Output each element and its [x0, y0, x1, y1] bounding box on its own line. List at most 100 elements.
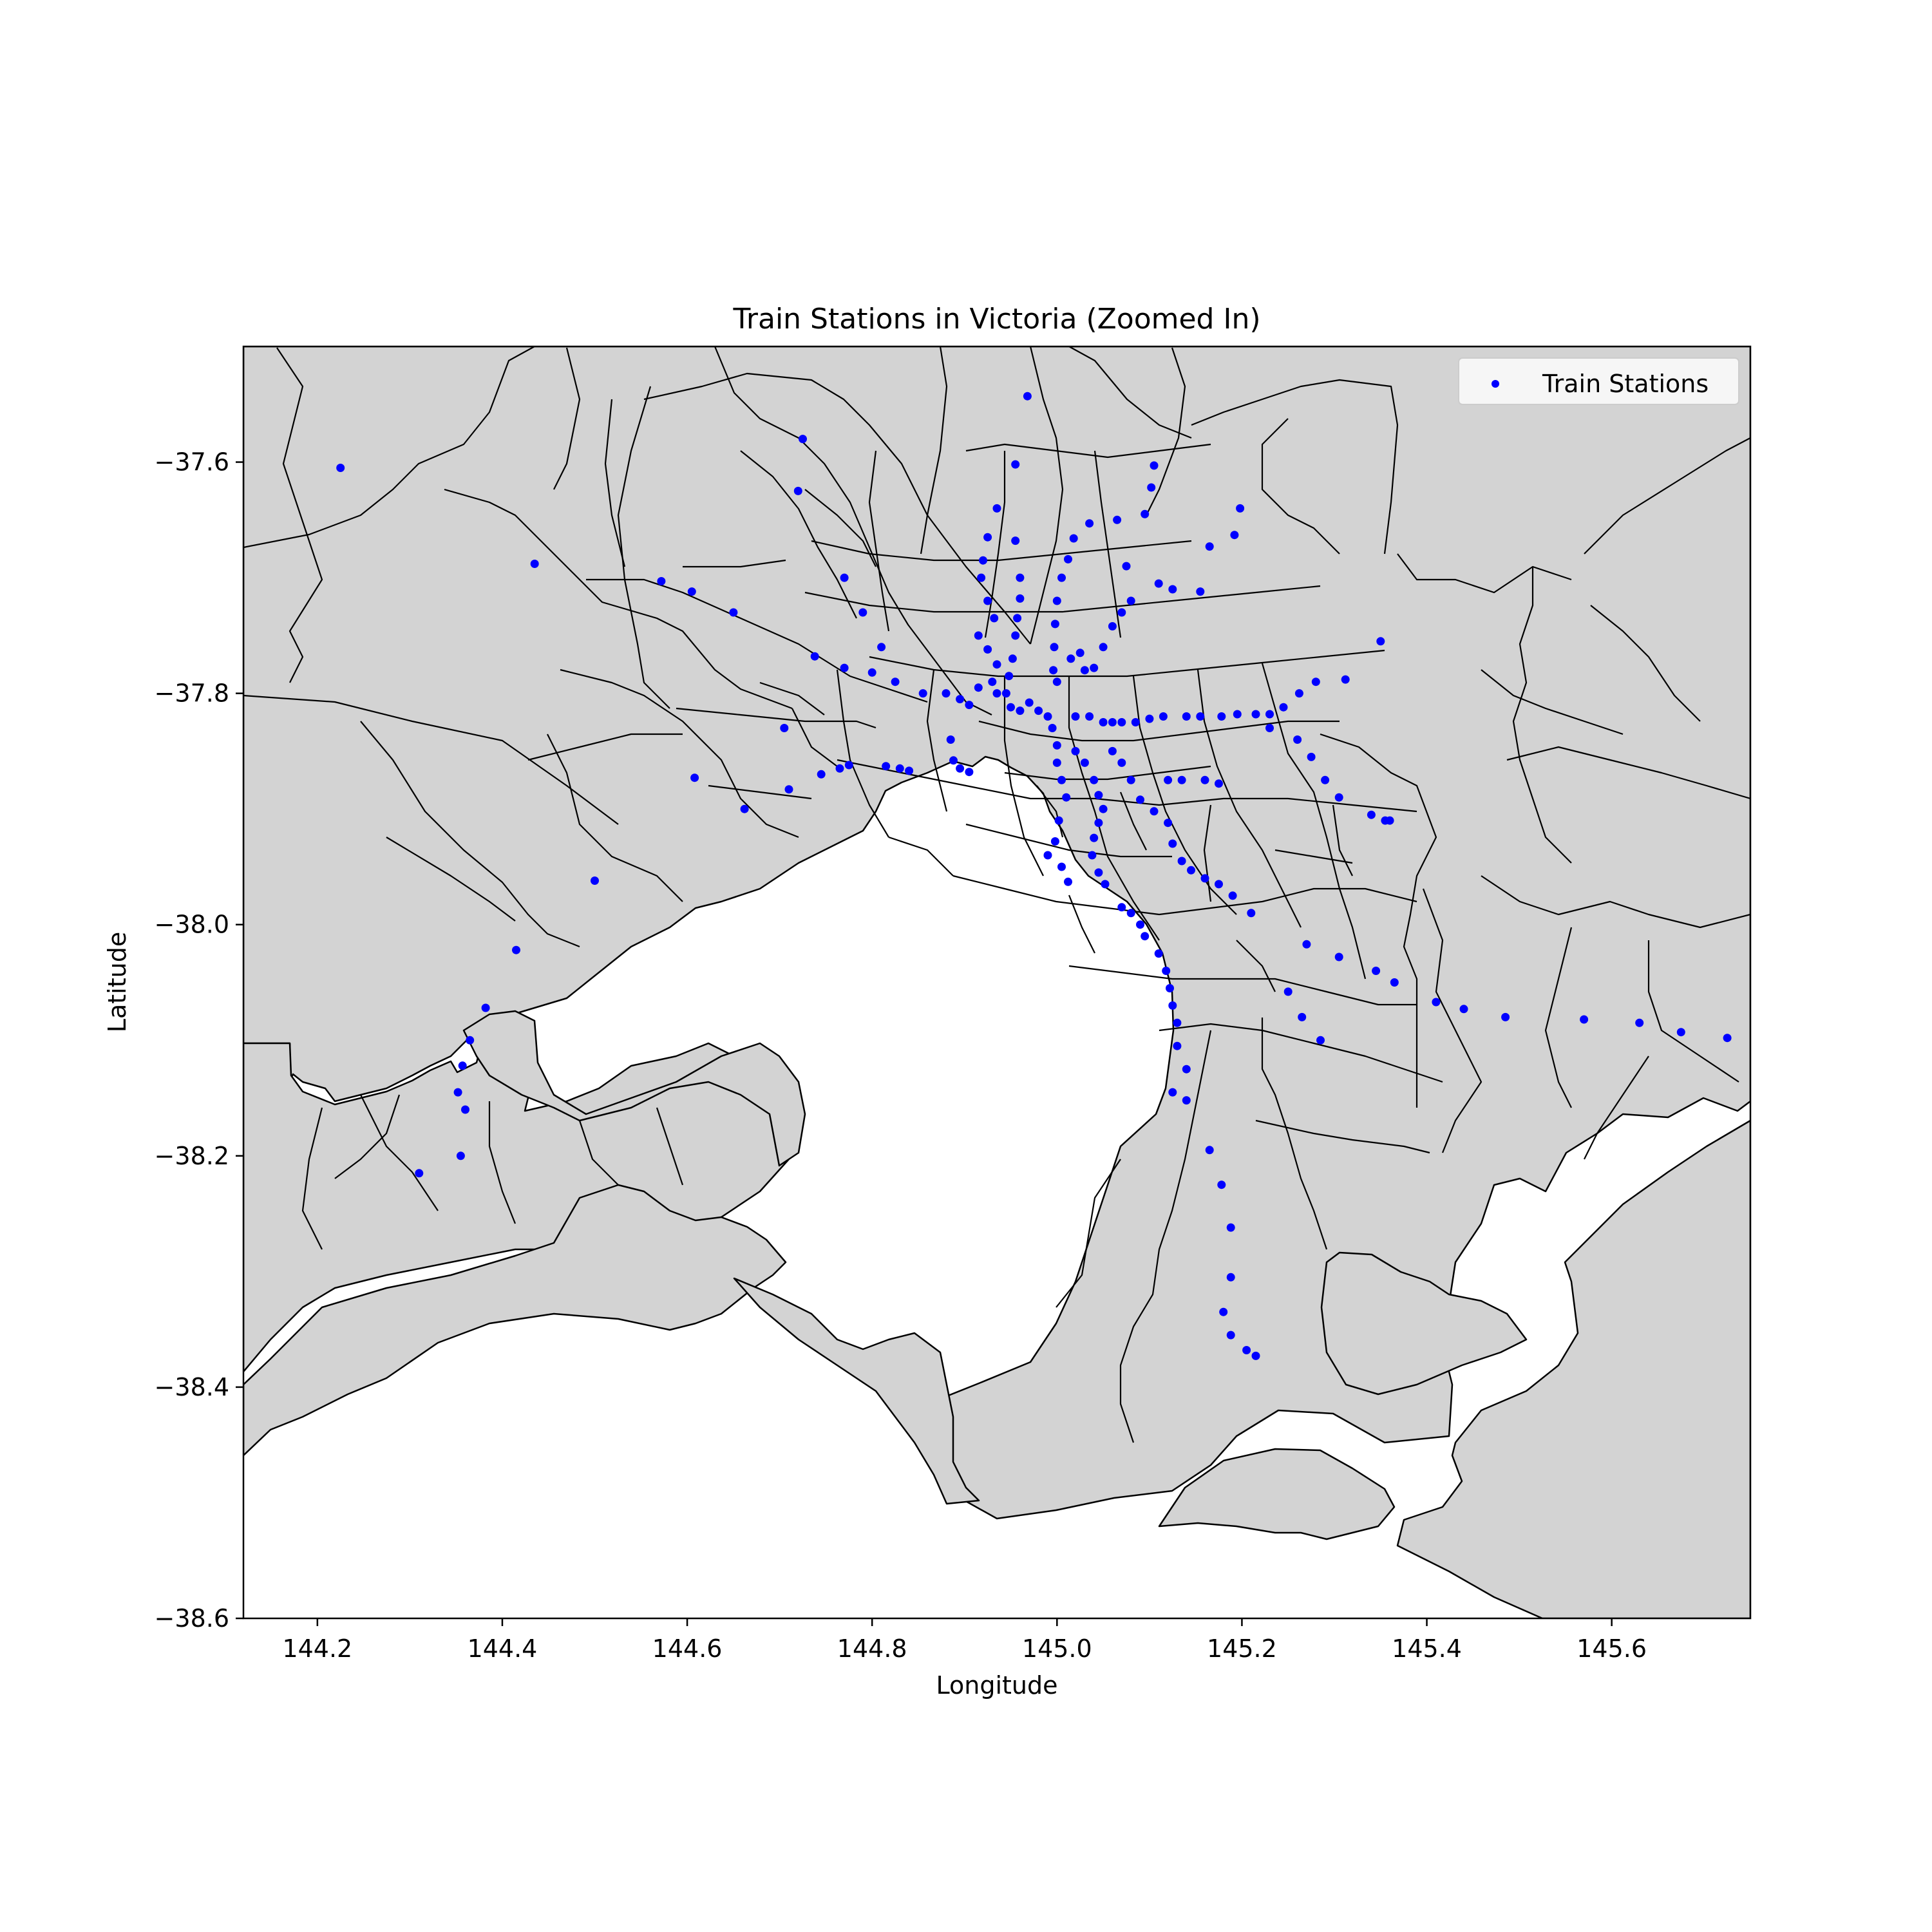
train-station-point [1390, 978, 1399, 987]
train-station-point [1057, 862, 1066, 871]
train-station-point [1164, 819, 1173, 828]
train-station-point [983, 645, 992, 654]
train-station-point [1052, 741, 1061, 750]
train-station-point [1215, 779, 1223, 788]
y-tick-label: −37.6 [155, 448, 229, 477]
train-station-point [1159, 712, 1168, 721]
train-station-point [1136, 795, 1144, 804]
train-station-point [1432, 998, 1441, 1007]
train-station-point [1205, 542, 1214, 551]
train-station-point [1217, 1180, 1226, 1189]
train-station-point [1043, 712, 1052, 721]
train-station-point [1154, 949, 1163, 958]
train-station-point [1069, 534, 1078, 543]
train-station-point [1117, 903, 1126, 912]
train-station-point [1279, 703, 1288, 712]
y-tick-label: −38.4 [155, 1373, 229, 1401]
train-station-point [784, 785, 793, 794]
train-station-point [1057, 573, 1066, 582]
train-station-point [1230, 531, 1239, 540]
train-station-point [657, 577, 666, 585]
train-station-point [1090, 663, 1099, 672]
y-axis-ticks: −37.6 −37.8 −38.0 −38.2 −38.4 −38.6 [155, 448, 243, 1633]
train-station-point [1054, 816, 1063, 825]
train-station-point [965, 701, 974, 710]
train-station-point [895, 764, 904, 773]
train-station-point [1219, 1307, 1228, 1316]
train-station-point [1723, 1034, 1732, 1043]
train-station-point [799, 435, 807, 444]
train-station-point [990, 614, 999, 623]
train-station-point [905, 766, 914, 775]
train-station-point [858, 608, 867, 617]
train-station-point [974, 631, 983, 640]
train-station-point [1064, 877, 1072, 886]
train-station-point [1154, 579, 1163, 588]
train-station-point [461, 1105, 469, 1114]
train-station-point [1196, 587, 1205, 596]
train-station-point [1283, 987, 1293, 996]
train-station-point [1182, 1096, 1191, 1105]
train-station-point [687, 587, 696, 596]
train-station-point [1126, 775, 1135, 784]
train-station-point [949, 756, 958, 765]
train-station-point [415, 1169, 424, 1178]
train-station-point [1376, 637, 1385, 646]
train-station-point [1025, 698, 1034, 707]
train-station-point [1311, 677, 1320, 687]
train-station-point [1226, 1223, 1235, 1232]
axes-frame [242, 345, 1752, 1620]
train-station-point [1043, 851, 1052, 860]
y-tick-label: −38.2 [155, 1142, 229, 1170]
train-station-point [1090, 833, 1099, 842]
train-station-point [817, 770, 826, 779]
x-tick-label: 144.4 [468, 1634, 538, 1663]
train-station-point [481, 1003, 490, 1012]
train-station-point [1052, 596, 1061, 605]
train-station-point [1094, 791, 1103, 800]
legend: Train Stations [1458, 357, 1739, 405]
train-station-point [882, 762, 891, 771]
train-station-point [1088, 851, 1097, 860]
train-station-point [1052, 758, 1061, 767]
land-area [462, 1010, 806, 1167]
train-station-point [840, 573, 849, 582]
train-station-point [1090, 775, 1099, 784]
train-station-point [1008, 654, 1017, 663]
train-station-point [877, 643, 886, 652]
train-station-point [1236, 504, 1245, 513]
train-station-point [918, 689, 927, 698]
train-station-point [458, 1061, 467, 1070]
train-station-point [1168, 585, 1177, 594]
train-station-point [956, 764, 965, 773]
train-station-point [530, 560, 539, 568]
y-axis-label: Latitude [103, 932, 131, 1032]
train-station-point [1117, 718, 1126, 726]
train-station-point [1099, 718, 1108, 726]
train-station-point [1177, 775, 1186, 784]
train-station-point [1334, 793, 1343, 802]
train-station-point [1307, 752, 1316, 761]
train-station-point [1294, 689, 1303, 698]
train-station-point [1007, 703, 1015, 712]
train-station-point [1016, 573, 1025, 582]
train-station-point [810, 652, 819, 661]
train-station-point [1101, 880, 1110, 889]
train-station-point [1147, 483, 1156, 492]
train-station-point [1164, 775, 1173, 784]
train-station-point [983, 533, 992, 542]
train-station-point [1117, 608, 1126, 617]
train-station-point [1676, 1028, 1685, 1037]
land-area [1158, 1448, 1396, 1540]
train-station-point [1141, 932, 1150, 941]
train-station-point [1048, 724, 1057, 732]
train-station-point [1321, 775, 1330, 784]
train-station-point [992, 504, 1001, 513]
train-station-point [1173, 1041, 1182, 1050]
y-tick-label: −38.0 [155, 911, 229, 939]
train-station-point [1050, 643, 1059, 652]
train-station-point [1200, 775, 1209, 784]
train-station-point [1064, 554, 1072, 564]
x-axis-label: Longitude [936, 1671, 1058, 1700]
train-station-point [690, 773, 699, 782]
